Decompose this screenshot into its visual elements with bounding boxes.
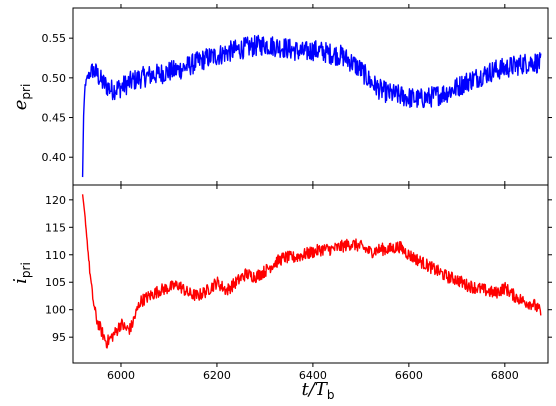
x-axis-label-sub: b bbox=[327, 388, 335, 402]
bottom-xtick-label: 6000 bbox=[107, 369, 135, 382]
bottom-xtick-label: 6200 bbox=[203, 369, 231, 382]
bottom-ytick-label: 110 bbox=[45, 249, 66, 262]
bottom-series-line bbox=[81, 194, 542, 349]
bottom-axes-frame bbox=[72, 184, 549, 364]
top-series-line bbox=[81, 34, 542, 178]
bottom-ytick-label: 115 bbox=[45, 221, 66, 234]
bottom-ytick-label: 120 bbox=[45, 194, 66, 207]
top-y-label: epri bbox=[10, 84, 33, 111]
bottom-xtick-label: 6800 bbox=[491, 369, 519, 382]
top-y-label-sub: pri bbox=[19, 84, 33, 100]
top-y-label-main: e bbox=[10, 100, 31, 111]
bottom-ytick-label: 100 bbox=[45, 304, 66, 317]
top-axes-frame bbox=[72, 7, 549, 186]
x-axis-label-main: t/T bbox=[302, 379, 329, 400]
top-ytick-label: 0.55 bbox=[42, 32, 67, 45]
bottom-y-label-sub: pri bbox=[19, 262, 33, 278]
top-ytick-label: 0.40 bbox=[42, 151, 67, 164]
bottom-ytick-label: 105 bbox=[45, 276, 66, 289]
bottom-xtick-label: 6600 bbox=[395, 369, 423, 382]
top-ytick-label: 0.45 bbox=[42, 112, 67, 125]
bottom-y-label: ipri bbox=[10, 262, 33, 284]
bottom-ytick-label: 95 bbox=[52, 331, 66, 344]
x-axis-label: t/Tb bbox=[302, 379, 335, 402]
bottom-xtick-label: 6400 bbox=[299, 369, 327, 382]
top-ytick-label: 0.50 bbox=[42, 72, 67, 85]
bottom-panel: 95 100 105 110 115 120 6000 6200 6400 6600 6800 bbox=[45, 181, 552, 382]
top-panel: 0.40 0.45 0.50 0.55 bbox=[42, 4, 552, 189]
bottom-y-label-main: i bbox=[10, 278, 31, 284]
